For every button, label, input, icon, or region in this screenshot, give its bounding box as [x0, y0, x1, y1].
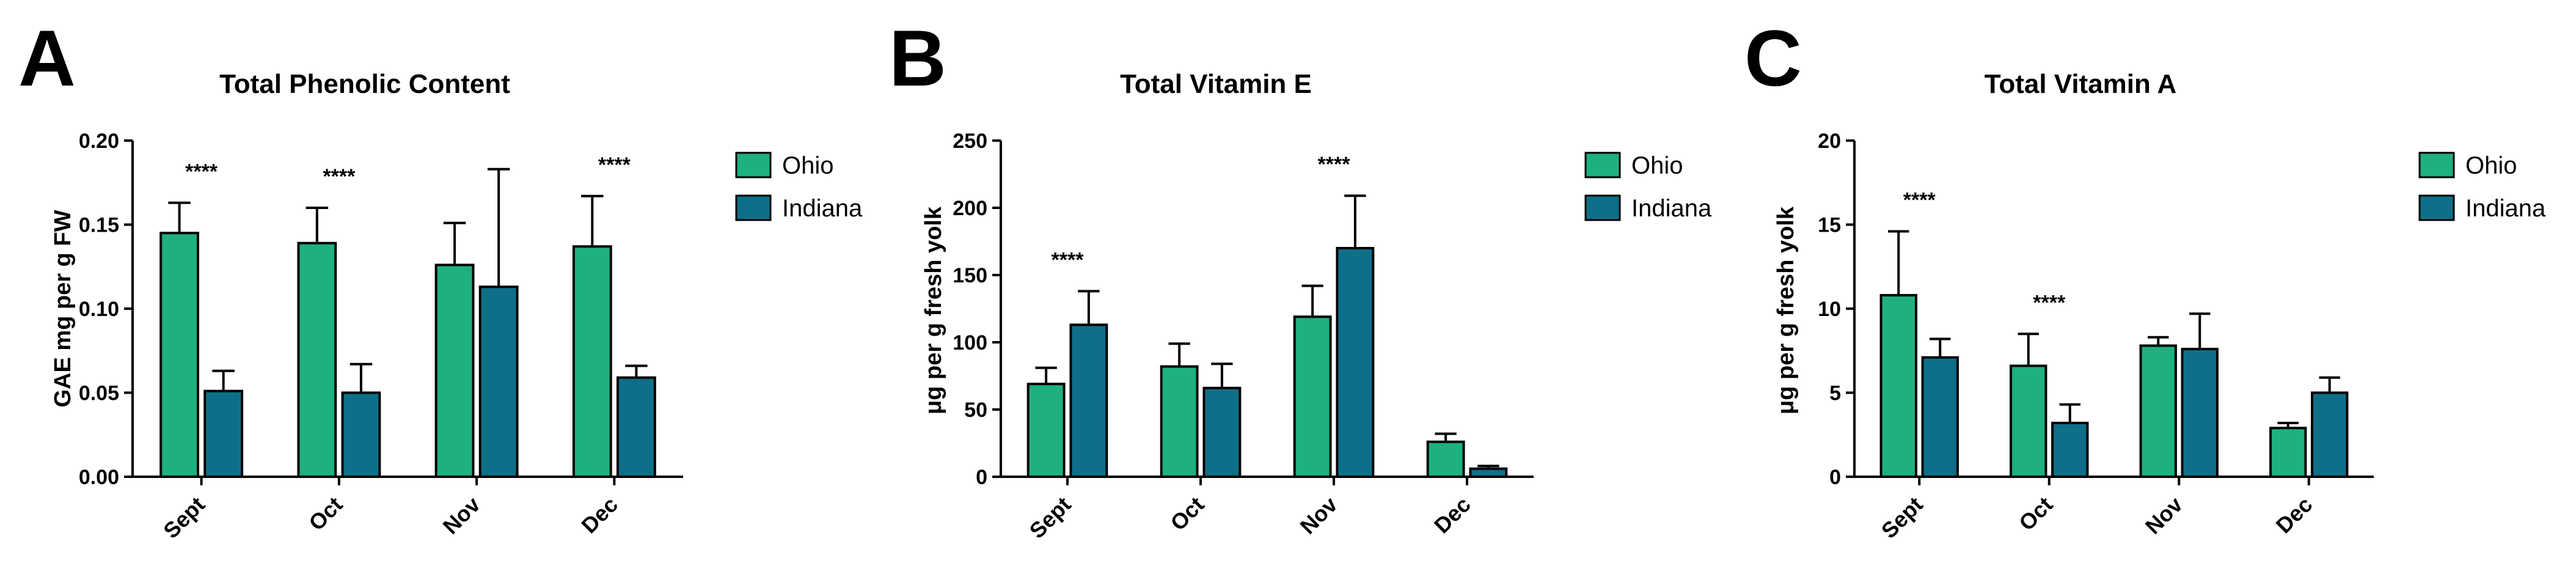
legend: Ohio Indiana	[1584, 152, 1712, 222]
significance-label: ****	[185, 160, 218, 183]
legend-label-indiana: Indiana	[1631, 195, 1712, 222]
panel-letter: A	[18, 13, 76, 103]
legend: Ohio Indiana	[2418, 152, 2546, 222]
bar-ohio	[1160, 365, 1199, 478]
x-tick-label: Nov	[1295, 492, 1342, 539]
bar-indiana	[1921, 356, 1959, 478]
bar-ohio	[1879, 294, 1917, 478]
chart-title: Total Vitamin E	[1120, 69, 1312, 99]
x-tick-label: Nov	[2140, 492, 2187, 539]
legend-swatch-ohio	[1584, 152, 1621, 178]
legend-label-ohio: Ohio	[2465, 152, 2517, 179]
panel-letter: B	[889, 13, 946, 103]
y-tick-label: 250	[953, 130, 987, 153]
bar-indiana	[1336, 247, 1375, 478]
legend-label-indiana: Indiana	[2465, 195, 2546, 222]
significance-label: ****	[323, 165, 356, 188]
legend-label-ohio: Ohio	[782, 152, 834, 179]
bar-indiana	[478, 285, 519, 478]
legend-swatch-indiana	[2418, 194, 2455, 221]
bar-indiana	[203, 389, 244, 478]
y-tick-label: 0.15	[79, 214, 119, 237]
bar-indiana	[2311, 391, 2349, 478]
y-tick-label: 10	[1818, 298, 1841, 321]
legend-swatch-indiana	[735, 194, 772, 221]
x-tick-label: Sept	[158, 492, 210, 543]
significance-label: ****	[2033, 291, 2066, 314]
bar-indiana	[341, 391, 381, 478]
chart-title: Total Phenolic Content	[219, 69, 510, 99]
panel-letter: C	[1744, 13, 1802, 103]
bar-ohio	[159, 232, 199, 478]
panel-b: B Total Vitamin E μg per g fresh yolk 0 5…	[889, 13, 1712, 543]
legend-label-indiana: Indiana	[782, 195, 863, 222]
significance-label: ****	[1052, 248, 1085, 271]
y-tick-label: 20	[1818, 130, 1841, 153]
plot-area: 0.00 0.05 0.10 0.15 0.20 Sept Oct Nov Dec **** ***…	[79, 130, 683, 543]
x-tick-label: Sept	[1025, 492, 1076, 543]
bar-indiana	[2051, 422, 2089, 478]
y-axis-title-prefix: μ	[1773, 400, 1799, 414]
legend-label-ohio: Ohio	[1631, 152, 1683, 179]
bar-indiana	[617, 376, 656, 478]
bar-ohio	[1293, 315, 1332, 478]
bar-ohio	[1026, 383, 1066, 479]
x-tick-label: Oct	[304, 492, 347, 535]
y-tick-label: 0.00	[79, 466, 119, 489]
bar-indiana	[2181, 348, 2219, 478]
y-tick-label: 0.20	[79, 130, 119, 153]
y-tick-label: 5	[1829, 382, 1841, 405]
bar-indiana	[1202, 386, 1242, 478]
bar-ohio	[572, 245, 612, 478]
y-tick-label: 100	[953, 331, 987, 355]
plot-area: 0 50 100 150 200 250 Sept Oct Nov Dec **** ****	[953, 130, 1534, 543]
y-axis-title-text: g per g fresh yolk	[921, 206, 946, 400]
legend-swatch-indiana	[1584, 194, 1621, 221]
y-axis-title-text: GAE mg per g FW	[50, 210, 76, 407]
y-tick-label: 0	[1829, 466, 1841, 489]
x-tick-label: Oct	[2014, 492, 2057, 535]
y-tick-label: 150	[953, 264, 987, 287]
bar-ohio	[297, 241, 337, 478]
y-tick-label: 200	[953, 197, 987, 220]
y-tick-label: 50	[964, 399, 987, 422]
x-tick-label: Sept	[1876, 492, 1928, 543]
y-axis-title: μg per g fresh yolk	[921, 206, 946, 414]
bar-ohio	[434, 263, 475, 478]
bar-ohio	[1426, 440, 1465, 478]
y-tick-label: 0.10	[79, 298, 119, 321]
y-axis-title: GAE mg per g FW	[50, 210, 76, 407]
legend: Ohio Indiana	[735, 152, 863, 222]
legend-swatch-ohio	[735, 152, 772, 178]
plot-area: 0 5 10 15 20 Sept Oct Nov Dec **** ****	[1818, 130, 2374, 543]
y-tick-label: 0	[976, 466, 987, 489]
y-tick-label: 15	[1818, 214, 1841, 237]
x-tick-label: Dec	[2271, 492, 2318, 538]
panel-c: C Total Vitamin A μg per g fresh yolk 0 5…	[1744, 13, 2546, 543]
legend-swatch-ohio	[2418, 152, 2455, 178]
significance-label: ****	[1318, 153, 1351, 176]
y-tick-label: 0.05	[79, 382, 119, 405]
y-axis-title-text: g per g fresh yolk	[1773, 206, 1799, 400]
panel-a: A Total Phenolic Content GAE mg per g FW…	[18, 13, 863, 543]
significance-label: ****	[1903, 189, 1936, 212]
bar-indiana	[1069, 323, 1108, 479]
significance-label: ****	[598, 153, 631, 177]
chart-title: Total Vitamin A	[1985, 69, 2177, 99]
x-tick-label: Dec	[1429, 492, 1476, 538]
bar-ohio	[2139, 344, 2177, 478]
x-tick-label: Dec	[576, 492, 623, 538]
x-tick-label: Oct	[1165, 492, 1209, 535]
bar-ohio	[2269, 427, 2307, 478]
bar-ohio	[2010, 364, 2047, 478]
x-tick-label: Nov	[438, 492, 485, 539]
bar-indiana	[1469, 467, 1508, 478]
y-axis-title-prefix: μ	[921, 400, 946, 414]
y-axis-title: μg per g fresh yolk	[1773, 206, 1799, 414]
